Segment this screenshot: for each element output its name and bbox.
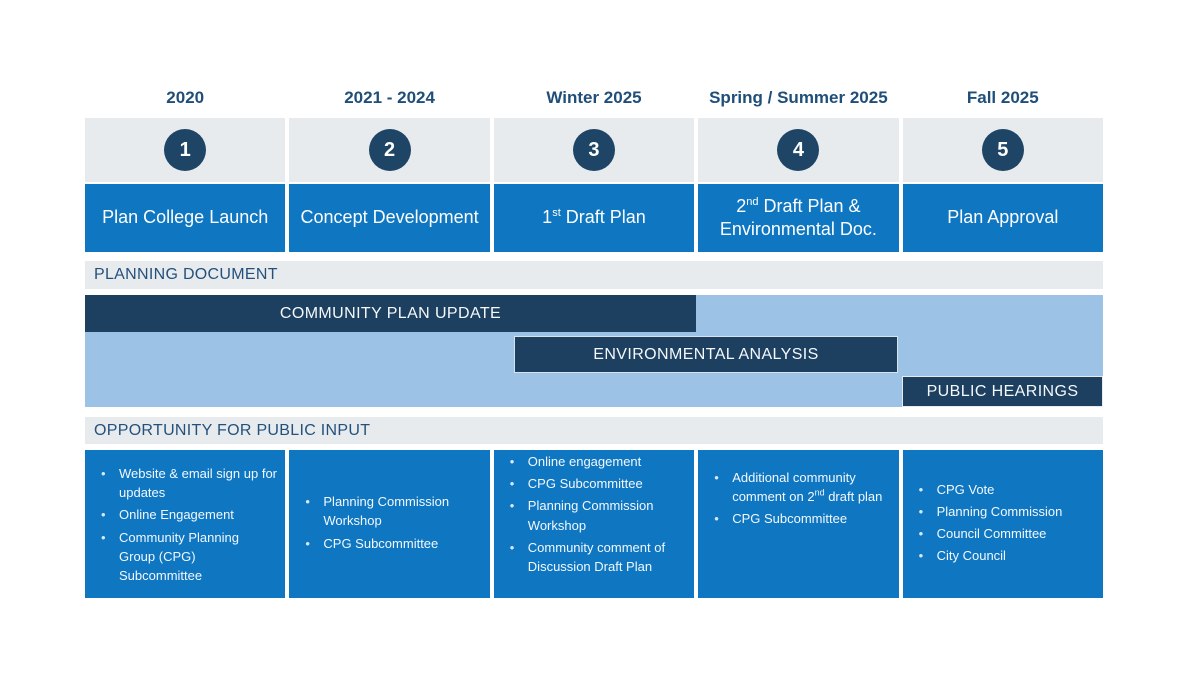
phase-plan-college-launch: Plan College Launch [85,184,286,252]
timeline-board: 2020 2021 - 2024 Winter 2025 Spring / Su… [85,86,1103,598]
phase-label: Concept Development [300,207,479,228]
period-label-2021-2024: 2021 - 2024 [344,88,435,107]
step-cell-4: 4 [698,118,899,182]
period-label-winter-2025: Winter 2025 [546,88,642,107]
gantt-bar-community-plan-update: COMMUNITY PLAN UPDATE [85,295,696,332]
phase-second-draft-plan: 2nd Draft Plan & Environmental Doc. [698,184,899,252]
input-item: Website & email sign up for updates [97,464,277,502]
input-box-phase-5: CPG Vote Planning Commission Council Com… [902,450,1103,598]
input-item: CPG Subcommittee [710,509,890,528]
input-item: Community Planning Group (CPG) Subcommit… [97,528,277,586]
phase-plan-approval: Plan Approval [902,184,1103,252]
period-label-row: 2020 2021 - 2024 Winter 2025 Spring / Su… [85,86,1103,112]
input-box-phase-1: Website & email sign up for updates Onli… [85,450,286,598]
step-row: 1 2 3 4 5 [85,118,1103,182]
step-cell-3: 3 [493,118,695,182]
input-box-phase-2: Planning Commission Workshop CPG Subcomm… [289,450,490,598]
input-item: Planning Commission Workshop [506,496,686,534]
input-box-phase-3: Online engagement CPG Subcommittee Plann… [493,450,695,598]
input-list: CPG Vote Planning Commission Council Com… [903,480,1103,569]
input-item: CPG Subcommittee [506,474,686,493]
planning-document-title: PLANNING DOCUMENT [94,266,278,283]
input-item: Community comment of Discussion Draft Pl… [506,538,686,576]
step-4-badge: 4 [777,129,820,171]
input-list: Planning Commission Workshop CPG Subcomm… [289,492,489,556]
phase-label: 2nd Draft Plan & Environmental Doc. [719,195,877,239]
input-item: Planning Commission Workshop [301,492,481,530]
phase-label: Plan Approval [947,207,1059,228]
step-1-badge: 1 [164,129,207,171]
step-5-badge: 5 [981,129,1024,171]
phase-first-draft-plan: 1st Draft Plan [493,184,695,252]
planning-document-header: PLANNING DOCUMENT [85,261,1103,289]
input-list: Online engagement CPG Subcommittee Plann… [494,452,694,576]
step-cell-1: 1 [85,118,286,182]
input-item: Additional community comment on 2nd draf… [710,468,890,506]
input-item: Planning Commission [915,502,1095,521]
period-label-spring-summer-2025: Spring / Summer 2025 [709,88,888,107]
phase-row: Plan College Launch Concept Development … [85,184,1103,252]
input-list: Website & email sign up for updates Onli… [85,464,285,585]
gantt-bar-public-hearings: PUBLIC HEARINGS [902,376,1103,407]
input-item: Online Engagement [97,505,277,524]
step-2-badge: 2 [368,129,411,171]
gantt-bar-environmental-analysis: ENVIRONMENTAL ANALYSIS [514,336,898,373]
step-cell-2: 2 [289,118,490,182]
step-cell-5: 5 [902,118,1103,182]
gantt-area: COMMUNITY PLAN UPDATE ENVIRONMENTAL ANAL… [85,295,1103,407]
input-item: CPG Vote [915,480,1095,499]
public-input-title: OPPORTUNITY FOR PUBLIC INPUT [94,421,371,439]
phase-concept-development: Concept Development [289,184,490,252]
period-label-2020: 2020 [166,88,205,107]
input-item: City Council [915,546,1095,565]
phase-label: Plan College Launch [102,207,269,228]
input-box-phase-4: Additional community comment on 2nd draf… [698,450,899,598]
public-input-row: Website & email sign up for updates Onli… [85,450,1103,598]
input-list: Additional community comment on 2nd draf… [698,468,898,529]
period-label-fall-2025: Fall 2025 [966,88,1039,107]
input-item: Online engagement [506,452,686,471]
step-3-badge: 3 [572,129,615,171]
input-item: CPG Subcommittee [301,534,481,553]
input-item: Council Committee [915,524,1095,543]
public-input-header: OPPORTUNITY FOR PUBLIC INPUT [85,417,1103,444]
phase-label: 1st Draft Plan [542,207,646,228]
